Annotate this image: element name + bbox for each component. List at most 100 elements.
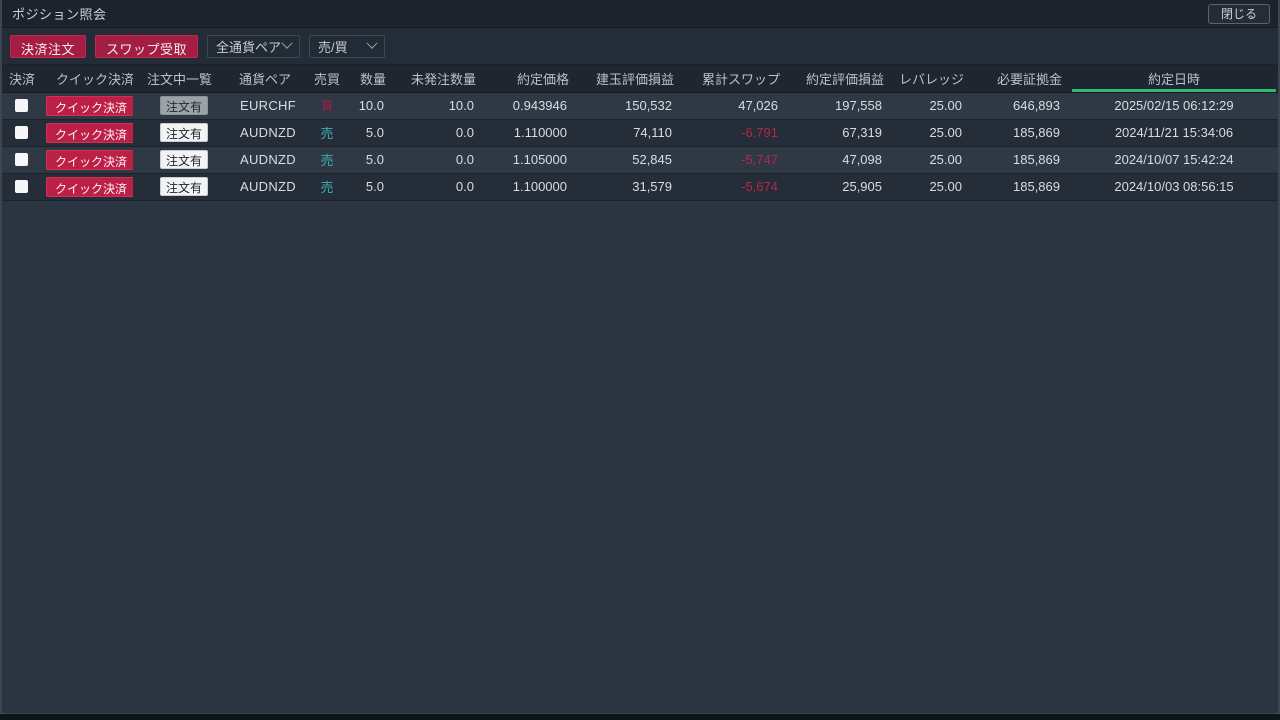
- cumulative-swap-cell: -6,791: [682, 119, 788, 147]
- column-header-required-margin[interactable]: 必要証拠金: [972, 65, 1070, 93]
- column-header-execution-datetime[interactable]: 約定日時: [1070, 65, 1278, 93]
- quick-settle-button[interactable]: クイック決済: [46, 176, 133, 197]
- settled-pl-cell: 197,558: [788, 92, 892, 120]
- quantity-cell: 5.0: [347, 173, 394, 201]
- settle-checkbox[interactable]: [15, 152, 28, 166]
- side-cell: 買: [307, 92, 347, 120]
- table-header-row: 決済 クイック決済 注文中一覧 通貨ペア 売買 数量 未発注数量 約定価格 建玉…: [2, 65, 1278, 93]
- toolbar: 決済注文 スワップ受取 全通貨ペア 売/買: [2, 28, 1278, 65]
- sort-indicator-icon: [1072, 88, 1276, 91]
- table-row[interactable]: クイック決済 注文有 AUDNZD 売 5.0 0.0 1.100000 31,…: [2, 173, 1278, 201]
- quick-settle-button[interactable]: クイック決済: [46, 122, 133, 143]
- swap-receive-button[interactable]: スワップ受取: [95, 34, 199, 58]
- side-cell: 売: [307, 146, 347, 174]
- page-title: ポジション照会: [12, 7, 107, 22]
- position-pl-cell: 52,845: [577, 146, 682, 174]
- settle-checkbox-cell: [2, 146, 42, 174]
- execution-datetime-cell: 2025/02/15 06:12:29: [1070, 92, 1278, 120]
- cumulative-swap-cell: -5,674: [682, 173, 788, 201]
- required-margin-cell: 185,869: [972, 173, 1070, 201]
- settle-checkbox[interactable]: [15, 98, 28, 112]
- required-margin-cell: 185,869: [972, 119, 1070, 147]
- leverage-cell: 25.00: [892, 173, 972, 201]
- position-pl-cell: 74,110: [577, 119, 682, 147]
- quick-settle-button[interactable]: クイック決済: [46, 149, 133, 170]
- table-row[interactable]: クイック決済 注文有 EURCHF 買 10.0 10.0 0.943946 1…: [2, 92, 1278, 120]
- quick-settle-cell: クイック決済: [42, 119, 133, 147]
- execution-price-cell: 0.943946: [484, 92, 577, 120]
- unordered-quantity-cell: 10.0: [394, 92, 484, 120]
- column-header-settle[interactable]: 決済: [2, 65, 42, 93]
- execution-datetime-cell: 2024/10/03 08:56:15: [1070, 173, 1278, 201]
- unordered-quantity-cell: 0.0: [394, 119, 484, 147]
- settle-checkbox-cell: [2, 173, 42, 201]
- execution-datetime-cell: 2024/10/07 15:42:24: [1070, 146, 1278, 174]
- leverage-cell: 25.00: [892, 119, 972, 147]
- settle-order-button[interactable]: 決済注文: [10, 34, 87, 58]
- unordered-quantity-cell: 0.0: [394, 173, 484, 201]
- settle-checkbox[interactable]: [15, 179, 28, 193]
- open-orders-cell: 注文有: [133, 119, 232, 147]
- open-orders-cell: 注文有: [133, 173, 232, 201]
- currency-pair-filter-dropdown[interactable]: 全通貨ペア: [207, 34, 301, 58]
- buy-sell-filter-value: 売/買: [318, 39, 348, 55]
- empty-content-area: [2, 200, 1278, 713]
- side-cell: 売: [307, 119, 347, 147]
- table-row[interactable]: クイック決済 注文有 AUDNZD 売 5.0 0.0 1.110000 74,…: [2, 119, 1278, 147]
- execution-price-cell: 1.105000: [484, 146, 577, 174]
- window-bottom-edge: [0, 714, 1280, 720]
- required-margin-cell: 185,869: [972, 146, 1070, 174]
- settle-checkbox[interactable]: [15, 125, 28, 139]
- pair-cell: AUDNZD: [232, 173, 307, 201]
- order-exists-button[interactable]: 注文有: [160, 150, 209, 169]
- open-orders-cell: 注文有: [133, 92, 232, 120]
- close-button[interactable]: 閉じる: [1207, 3, 1270, 24]
- column-header-position-pl[interactable]: 建玉評価損益: [577, 65, 682, 93]
- quick-settle-cell: クイック決済: [42, 146, 133, 174]
- chevron-down-icon: [366, 37, 378, 49]
- settle-checkbox-cell: [2, 119, 42, 147]
- column-header-cumulative-swap[interactable]: 累計スワップ: [682, 65, 788, 93]
- pair-cell: EURCHF: [232, 92, 307, 120]
- positions-table: 決済 クイック決済 注文中一覧 通貨ペア 売買 数量 未発注数量 約定価格 建玉…: [2, 65, 1278, 201]
- column-header-side[interactable]: 売買: [307, 65, 347, 93]
- column-header-leverage[interactable]: レバレッジ: [892, 65, 972, 93]
- unordered-quantity-cell: 0.0: [394, 146, 484, 174]
- pair-cell: AUDNZD: [232, 146, 307, 174]
- pair-cell: AUDNZD: [232, 119, 307, 147]
- settled-pl-cell: 47,098: [788, 146, 892, 174]
- leverage-cell: 25.00: [892, 92, 972, 120]
- order-exists-button[interactable]: 注文有: [160, 123, 209, 142]
- column-header-currency-pair[interactable]: 通貨ペア: [232, 65, 307, 93]
- buy-sell-filter-dropdown[interactable]: 売/買: [309, 34, 386, 58]
- quantity-cell: 5.0: [347, 146, 394, 174]
- column-header-quantity[interactable]: 数量: [347, 65, 394, 93]
- order-exists-button[interactable]: 注文有: [160, 177, 209, 196]
- chevron-down-icon: [281, 37, 293, 49]
- quantity-cell: 10.0: [347, 92, 394, 120]
- position-pl-cell: 150,532: [577, 92, 682, 120]
- settled-pl-cell: 67,319: [788, 119, 892, 147]
- leverage-cell: 25.00: [892, 146, 972, 174]
- quick-settle-button[interactable]: クイック決済: [46, 95, 133, 116]
- open-orders-cell: 注文有: [133, 146, 232, 174]
- cumulative-swap-cell: -5,747: [682, 146, 788, 174]
- column-header-unordered-quantity[interactable]: 未発注数量: [394, 65, 484, 93]
- order-exists-button[interactable]: 注文有: [160, 96, 209, 115]
- execution-price-cell: 1.100000: [484, 173, 577, 201]
- execution-datetime-cell: 2024/11/21 15:34:06: [1070, 119, 1278, 147]
- column-header-open-orders[interactable]: 注文中一覧: [133, 65, 232, 93]
- column-header-execution-price[interactable]: 約定価格: [484, 65, 577, 93]
- currency-pair-filter-value: 全通貨ペア: [216, 39, 282, 55]
- quick-settle-cell: クイック決済: [42, 92, 133, 120]
- column-header-quick-settle[interactable]: クイック決済: [42, 65, 133, 93]
- column-header-settled-pl[interactable]: 約定評価損益: [788, 65, 892, 93]
- table-row[interactable]: クイック決済 注文有 AUDNZD 売 5.0 0.0 1.105000 52,…: [2, 146, 1278, 174]
- side-cell: 売: [307, 173, 347, 201]
- quantity-cell: 5.0: [347, 119, 394, 147]
- position-pl-cell: 31,579: [577, 173, 682, 201]
- settled-pl-cell: 25,905: [788, 173, 892, 201]
- cumulative-swap-cell: 47,026: [682, 92, 788, 120]
- settle-checkbox-cell: [2, 92, 42, 120]
